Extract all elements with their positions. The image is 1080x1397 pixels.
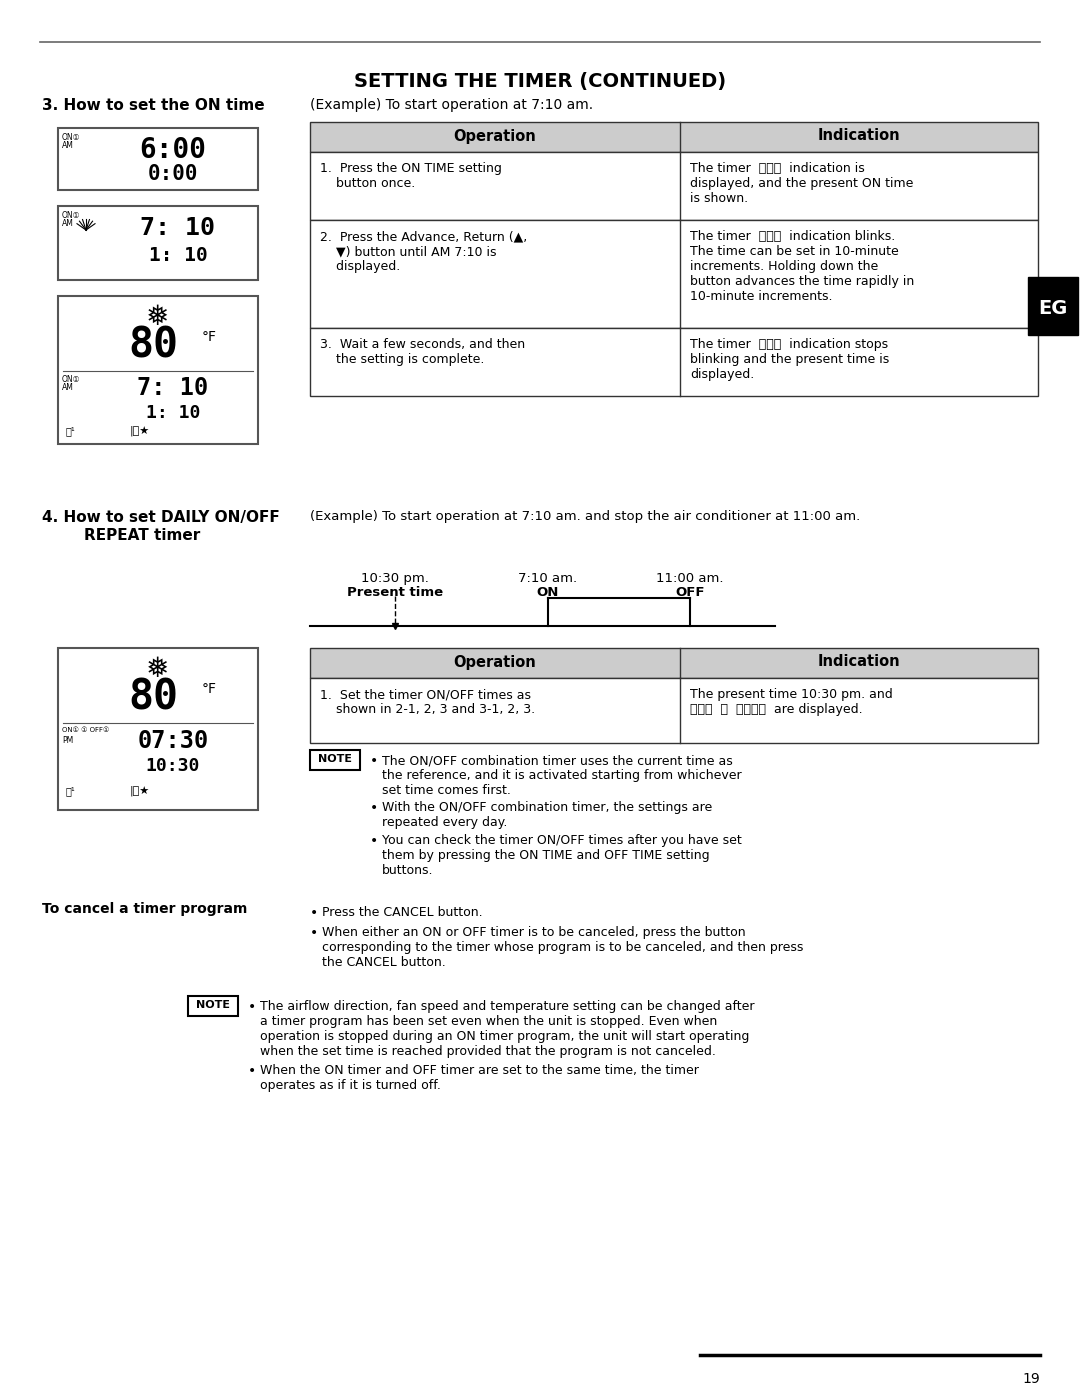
Text: (Example) To start operation at 7:10 am.: (Example) To start operation at 7:10 am.: [310, 98, 593, 112]
Text: 10:30: 10:30: [146, 757, 200, 775]
Text: The timer  ⓄⓃⓨ  indication is
displayed, and the present ON time
is shown.: The timer ⓄⓃⓨ indication is displayed, a…: [690, 162, 914, 205]
Text: 1: 10: 1: 10: [146, 404, 200, 422]
Text: ⓐ¹: ⓐ¹: [66, 787, 76, 796]
Text: You can check the timer ON/OFF times after you have set
them by pressing the ON : You can check the timer ON/OFF times aft…: [382, 834, 742, 877]
Text: 80: 80: [129, 324, 178, 366]
Bar: [58, 296, 258, 444]
Text: ON: ON: [537, 585, 559, 599]
Text: PM: PM: [62, 736, 73, 745]
Text: °F: °F: [202, 682, 217, 696]
Text: SETTING THE TIMER (CONTINUED): SETTING THE TIMER (CONTINUED): [354, 73, 726, 91]
Bar: [58, 648, 258, 810]
Text: OFF: OFF: [675, 585, 705, 599]
Text: The timer  ⓄⓃⓨ  indication stops
blinking and the present time is
displayed.: The timer ⓄⓃⓨ indication stops blinking …: [690, 338, 889, 381]
Text: 1.  Set the timer ON/OFF times as
    shown in 2-1, 2, 3 and 3-1, 2, 3.: 1. Set the timer ON/OFF times as shown i…: [320, 687, 535, 717]
Text: With the ON/OFF combination timer, the settings are
repeated every day.: With the ON/OFF combination timer, the s…: [382, 800, 712, 828]
Text: ON①: ON①: [62, 374, 81, 384]
Text: •: •: [370, 754, 378, 768]
Text: The ON/OFF combination timer uses the current time as
the reference, and it is a: The ON/OFF combination timer uses the cu…: [382, 754, 742, 798]
Text: (Example) To start operation at 7:10 am. and stop the air conditioner at 11:00 a: (Example) To start operation at 7:10 am.…: [310, 510, 861, 522]
Text: ⓐ¹: ⓐ¹: [66, 426, 76, 436]
Text: 6:00: 6:00: [139, 136, 206, 163]
Text: ON①: ON①: [62, 133, 81, 142]
Text: 07:30: 07:30: [137, 729, 208, 753]
Text: To cancel a timer program: To cancel a timer program: [42, 902, 247, 916]
Text: •: •: [310, 907, 319, 921]
Text: AM: AM: [62, 383, 73, 393]
Text: 3. How to set the ON time: 3. How to set the ON time: [42, 98, 265, 113]
Text: 19: 19: [1023, 1372, 1040, 1386]
Text: 7: 10: 7: 10: [137, 376, 208, 400]
Text: 7:10 am.: 7:10 am.: [518, 571, 578, 585]
Text: When the ON timer and OFF timer are set to the same time, the timer
operates as : When the ON timer and OFF timer are set …: [260, 1065, 699, 1092]
Text: NOTE: NOTE: [195, 1000, 230, 1010]
Text: ON①: ON①: [62, 211, 81, 219]
Bar: [58, 129, 258, 190]
Text: REPEAT timer: REPEAT timer: [84, 528, 200, 543]
Text: •: •: [370, 800, 378, 814]
Bar: [310, 122, 1038, 152]
Text: Operation: Operation: [454, 655, 537, 669]
Text: 7: 10: 7: 10: [140, 217, 216, 240]
Text: The airflow direction, fan speed and temperature setting can be changed after
a : The airflow direction, fan speed and tem…: [260, 1000, 755, 1058]
Text: NOTE: NOTE: [318, 754, 352, 764]
Text: 4. How to set DAILY ON/OFF: 4. How to set DAILY ON/OFF: [42, 510, 280, 525]
Text: 11:00 am.: 11:00 am.: [657, 571, 724, 585]
Text: 0:00: 0:00: [148, 163, 199, 184]
Text: •: •: [248, 1000, 256, 1014]
Bar: [188, 996, 238, 1016]
Bar: [58, 205, 258, 279]
Text: 80: 80: [129, 676, 178, 718]
Text: EG: EG: [1038, 299, 1068, 319]
Text: |ⓐ★: |ⓐ★: [130, 426, 150, 436]
Text: The timer  ⓄⓃⓨ  indication blinks.
The time can be set in 10-minute
increments. : The timer ⓄⓃⓨ indication blinks. The tim…: [690, 231, 915, 303]
Text: ON① ① OFF①: ON① ① OFF①: [62, 726, 109, 733]
Bar: [310, 648, 1038, 678]
Text: Indication: Indication: [818, 129, 901, 144]
Bar: [310, 750, 360, 770]
Bar: [310, 328, 1038, 395]
Text: •: •: [370, 834, 378, 848]
Text: The present time 10:30 pm. and
ⓄⓃⓨ  ⓨ  Ⓞⓕⓕⓨ  are displayed.: The present time 10:30 pm. and ⓄⓃⓨ ⓨ Ⓞⓕⓕ…: [690, 687, 893, 717]
Text: •: •: [310, 926, 319, 940]
Text: ❅: ❅: [147, 655, 170, 683]
Bar: [310, 678, 1038, 743]
Text: Present time: Present time: [347, 585, 443, 599]
Text: When either an ON or OFF timer is to be canceled, press the button
corresponding: When either an ON or OFF timer is to be …: [322, 926, 804, 970]
Text: 1.  Press the ON TIME setting
    button once.: 1. Press the ON TIME setting button once…: [320, 162, 502, 190]
Text: 1: 10: 1: 10: [149, 246, 207, 265]
Text: Press the CANCEL button.: Press the CANCEL button.: [322, 907, 483, 919]
Text: 2.  Press the Advance, Return (▲,
    ▼) button until AM 7:10 is
    displayed.: 2. Press the Advance, Return (▲, ▼) butt…: [320, 231, 527, 272]
Text: AM: AM: [62, 219, 73, 228]
Bar: [1028, 277, 1078, 335]
Bar: [310, 219, 1038, 328]
Text: •: •: [248, 1065, 256, 1078]
Text: °F: °F: [202, 330, 217, 344]
Text: |ⓐ★: |ⓐ★: [130, 787, 150, 796]
Text: ❅: ❅: [147, 303, 170, 331]
Text: AM: AM: [62, 141, 73, 149]
Text: 10:30 pm.: 10:30 pm.: [361, 571, 429, 585]
Bar: [310, 152, 1038, 219]
Text: 3.  Wait a few seconds, and then
    the setting is complete.: 3. Wait a few seconds, and then the sett…: [320, 338, 525, 366]
Text: Operation: Operation: [454, 129, 537, 144]
Text: Indication: Indication: [818, 655, 901, 669]
